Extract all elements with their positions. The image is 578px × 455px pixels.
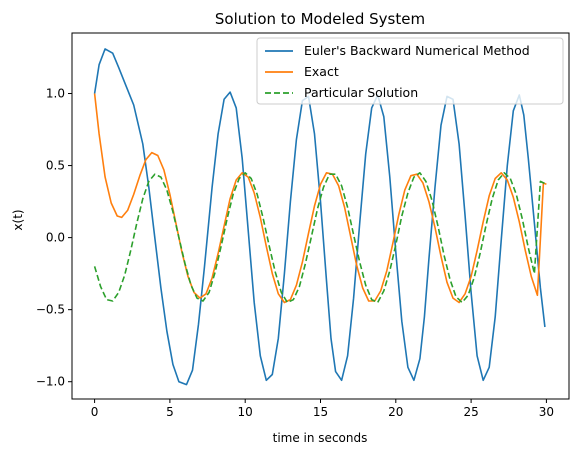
y-tick-label: 0.5	[46, 159, 65, 173]
series-line-1	[93, 48, 546, 386]
x-tick-label: 0	[91, 405, 99, 419]
x-tick-label: 15	[313, 405, 328, 419]
legend: Euler's Backward Numerical Method Exact Pa…	[256, 37, 564, 105]
series-layer	[93, 48, 547, 386]
x-axis-label: time in seconds	[273, 431, 368, 445]
series-line-3	[93, 172, 547, 304]
y-tick-label: −1.0	[36, 375, 65, 389]
y-tick-label: 0.0	[46, 231, 65, 245]
y-axis-label: x(t)	[11, 209, 25, 230]
x-tick-label: 25	[463, 405, 478, 419]
x-tick-label: 5	[166, 405, 174, 419]
y-tick-label: −0.5	[36, 303, 65, 317]
legend-box	[256, 37, 564, 105]
legend-label: Particular Solution	[304, 85, 418, 100]
legend-label: Euler's Backward Numerical Method	[304, 43, 530, 58]
ticks-layer: 0 5 10 15 20 25 30 −1.0 −0.5 0.0 0.5 1.0	[36, 87, 554, 419]
x-tick-label: 10	[238, 405, 253, 419]
x-tick-label: 20	[388, 405, 403, 419]
legend-label: Exact	[304, 64, 339, 79]
chart-title: Solution to Modeled System	[215, 10, 425, 28]
y-tick-label: 1.0	[46, 87, 65, 101]
series-line-2	[93, 93, 547, 304]
x-tick-label: 30	[539, 405, 554, 419]
